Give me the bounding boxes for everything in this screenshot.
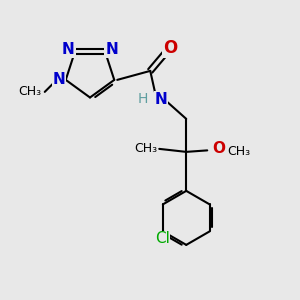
Text: O: O: [212, 141, 225, 156]
Text: N: N: [105, 42, 118, 57]
Text: CH₃: CH₃: [19, 85, 42, 98]
Text: CH₃: CH₃: [228, 146, 251, 158]
Text: N: N: [155, 92, 168, 107]
Text: O: O: [163, 39, 178, 57]
Text: N: N: [53, 72, 65, 87]
Text: CH₃: CH₃: [135, 142, 158, 155]
Text: N: N: [62, 42, 75, 57]
Text: H: H: [138, 92, 148, 106]
Text: Cl: Cl: [155, 231, 170, 246]
